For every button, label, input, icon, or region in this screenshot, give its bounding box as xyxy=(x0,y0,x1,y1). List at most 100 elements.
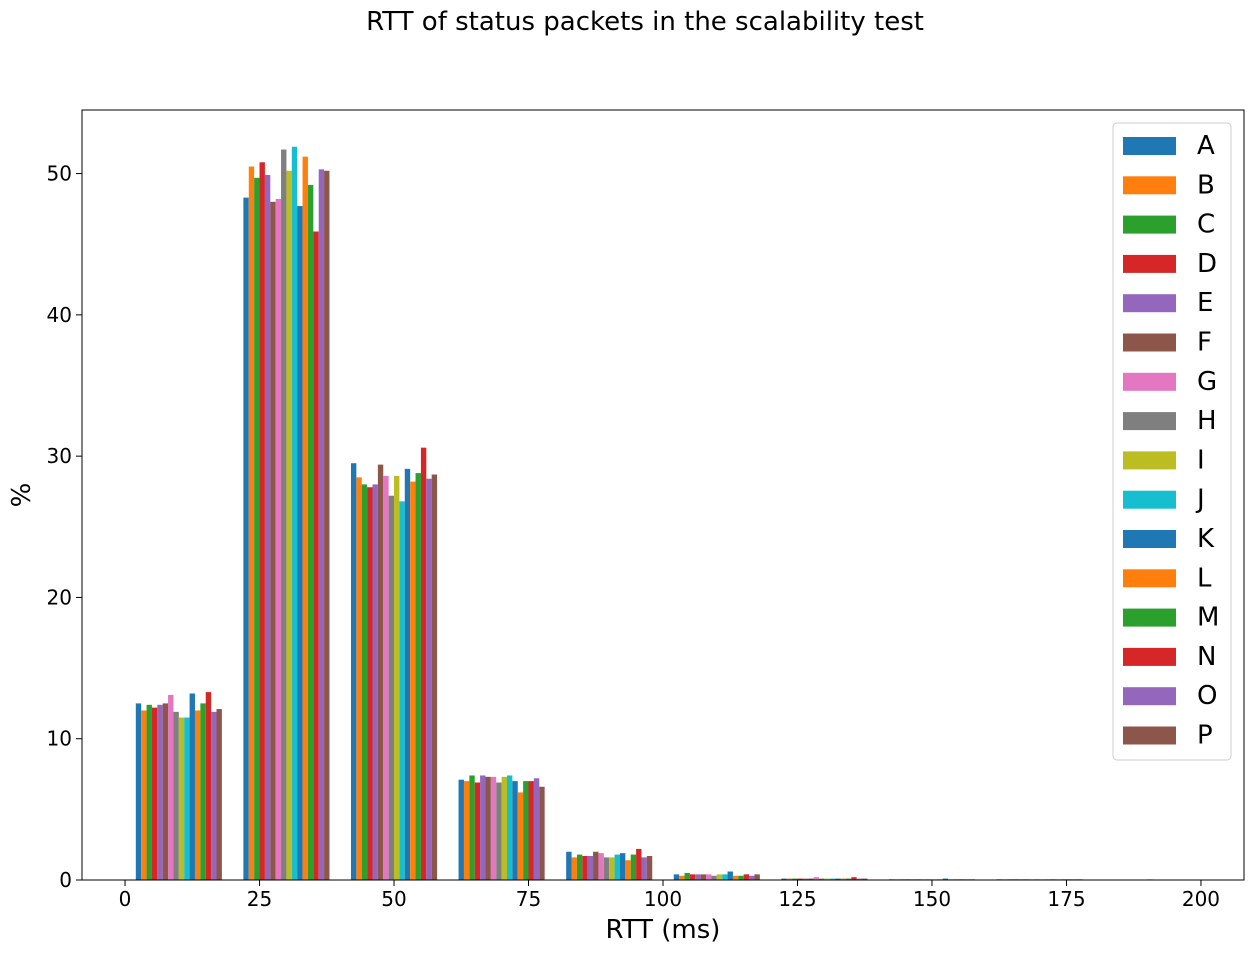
bar-K-6 xyxy=(835,878,841,880)
bar-A-1 xyxy=(243,197,249,881)
bar-G-3 xyxy=(490,776,497,880)
bar-M-3 xyxy=(523,781,529,880)
bar-I-6 xyxy=(824,878,830,880)
bar-N-5 xyxy=(743,874,750,880)
legend-swatch-I xyxy=(1123,451,1176,470)
bar-F-2 xyxy=(377,464,384,880)
legend-swatch-C xyxy=(1123,215,1176,234)
x-tick-label: 125 xyxy=(778,887,816,911)
bar-D-0 xyxy=(151,707,158,880)
legend-box xyxy=(1112,122,1232,761)
bar-K-0 xyxy=(189,693,195,880)
bar-M-1 xyxy=(307,184,314,880)
bar-O-5 xyxy=(749,875,755,880)
x-tick-label: 75 xyxy=(516,887,541,911)
bar-J-6 xyxy=(829,878,836,880)
bar-N-4 xyxy=(636,848,642,880)
x-tick-label: 25 xyxy=(247,887,272,911)
bar-H-6 xyxy=(819,878,825,880)
legend-label-N: N xyxy=(1197,642,1216,672)
bar-F-0 xyxy=(162,703,169,880)
legend-swatch-H xyxy=(1123,412,1176,431)
bar-A-5 xyxy=(673,874,680,880)
bar-G-0 xyxy=(168,694,174,880)
bar-J-0 xyxy=(184,717,190,880)
bar-H-1 xyxy=(281,149,287,880)
bar-C-3 xyxy=(469,775,475,880)
bar-L-3 xyxy=(517,792,524,880)
x-tick-label: 150 xyxy=(913,887,951,911)
bar-P-5 xyxy=(754,874,760,880)
bar-O-2 xyxy=(426,478,432,880)
x-tick-label: 50 xyxy=(381,887,406,911)
y-tick-label: 40 xyxy=(47,303,72,327)
bar-E-3 xyxy=(480,775,486,880)
legend-label-D: D xyxy=(1197,249,1217,279)
y-axis-ticks: 0 10 20 30 40 50 xyxy=(47,162,82,892)
bar-F-3 xyxy=(485,776,491,880)
bar-E-1 xyxy=(264,174,271,881)
bar-B-2 xyxy=(356,477,362,880)
bars xyxy=(135,146,1191,881)
bar-E-4 xyxy=(587,855,594,880)
legend-swatch-M xyxy=(1123,608,1176,627)
bar-H-2 xyxy=(388,495,395,880)
legend-swatch-L xyxy=(1123,569,1176,588)
legend-swatch-D xyxy=(1123,254,1176,273)
bar-M-0 xyxy=(200,703,206,880)
bar-D-2 xyxy=(367,487,373,880)
legend-swatch-P xyxy=(1123,726,1176,745)
bar-P-4 xyxy=(646,855,653,880)
legend-label-A: A xyxy=(1197,131,1215,161)
bar-G-4 xyxy=(598,853,604,880)
legend-swatch-B xyxy=(1123,176,1176,195)
legend-swatch-N xyxy=(1123,647,1176,666)
bar-J-3 xyxy=(506,775,513,880)
legend-label-M: M xyxy=(1197,603,1219,633)
legend-label-K: K xyxy=(1197,524,1215,554)
y-tick-label: 50 xyxy=(47,162,72,186)
bar-I-4 xyxy=(609,857,615,880)
bar-D-1 xyxy=(259,162,265,880)
bar-L-5 xyxy=(732,875,739,880)
bar-H-5 xyxy=(711,875,717,880)
bar-A-0 xyxy=(135,703,142,880)
bar-K-2 xyxy=(404,468,411,880)
bar-J-4 xyxy=(614,854,620,880)
legend-swatch-O xyxy=(1123,687,1176,706)
bar-C-5 xyxy=(684,872,690,880)
bar-D-5 xyxy=(689,874,696,880)
x-axis-ticks: 0 25 50 75 100 125 150 175 200 xyxy=(119,880,1220,911)
bar-A-4 xyxy=(566,851,572,880)
bar-J-5 xyxy=(722,874,728,880)
legend-label-C: C xyxy=(1197,210,1215,240)
x-tick-label: 100 xyxy=(644,887,682,911)
bar-H-4 xyxy=(603,857,610,880)
bar-P-1 xyxy=(324,170,330,880)
legend-swatch-E xyxy=(1123,294,1176,313)
y-tick-label: 30 xyxy=(47,444,72,468)
bar-C-1 xyxy=(254,177,260,880)
bar-D-4 xyxy=(582,855,588,880)
legend-label-E: E xyxy=(1197,288,1213,318)
bar-F-6 xyxy=(808,878,814,880)
bar-I-1 xyxy=(286,170,292,880)
x-axis-label: RTT (ms) xyxy=(606,915,721,945)
bar-L-0 xyxy=(194,710,201,880)
bar-D-3 xyxy=(474,782,481,880)
bar-I-0 xyxy=(178,717,185,880)
bar-A-2 xyxy=(350,463,357,880)
bar-N-2 xyxy=(420,447,427,880)
bar-G-2 xyxy=(383,475,389,880)
x-tick-label: 200 xyxy=(1182,887,1220,911)
bar-D-6 xyxy=(797,878,803,880)
bar-E-2 xyxy=(372,484,378,880)
bar-E-0 xyxy=(157,704,163,880)
y-tick-label: 0 xyxy=(59,868,72,892)
y-axis-label: % xyxy=(7,483,37,508)
legend-swatch-G xyxy=(1123,372,1176,391)
bar-B-0 xyxy=(141,710,147,880)
bar-L-6 xyxy=(840,878,846,880)
